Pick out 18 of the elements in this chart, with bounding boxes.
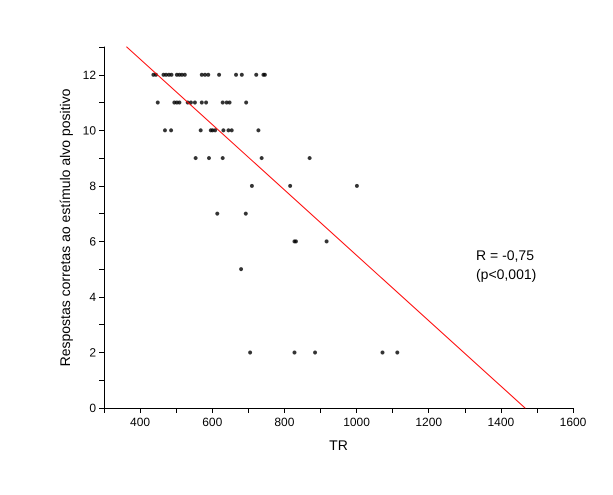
y-tick-label: 4	[89, 290, 96, 304]
y-tick-label: 8	[89, 178, 96, 193]
x-tick-label: 1400	[487, 415, 515, 429]
y-axis-title: Respostas corretas ao estímulo alvo positivo	[56, 88, 73, 366]
x-axis-title: TR	[329, 437, 348, 453]
x-tick-label: 600	[202, 415, 223, 429]
y-tick-label: 12	[82, 68, 96, 82]
annotation: R = -0,75	[476, 247, 534, 263]
y-tick-label: 0	[89, 401, 96, 415]
annotation: (p<0,001)	[476, 266, 536, 282]
y-tick-label: 2	[89, 345, 96, 360]
y-tick-label: 10	[82, 123, 96, 138]
x-tick-label: 1600	[560, 415, 587, 429]
x-tick-label: 1000	[343, 415, 370, 429]
y-tick-label: 6	[89, 234, 96, 248]
x-tick-label: 400	[130, 415, 150, 429]
x-tick-label: 1200	[415, 415, 442, 429]
x-tick-label: 800	[274, 415, 295, 429]
